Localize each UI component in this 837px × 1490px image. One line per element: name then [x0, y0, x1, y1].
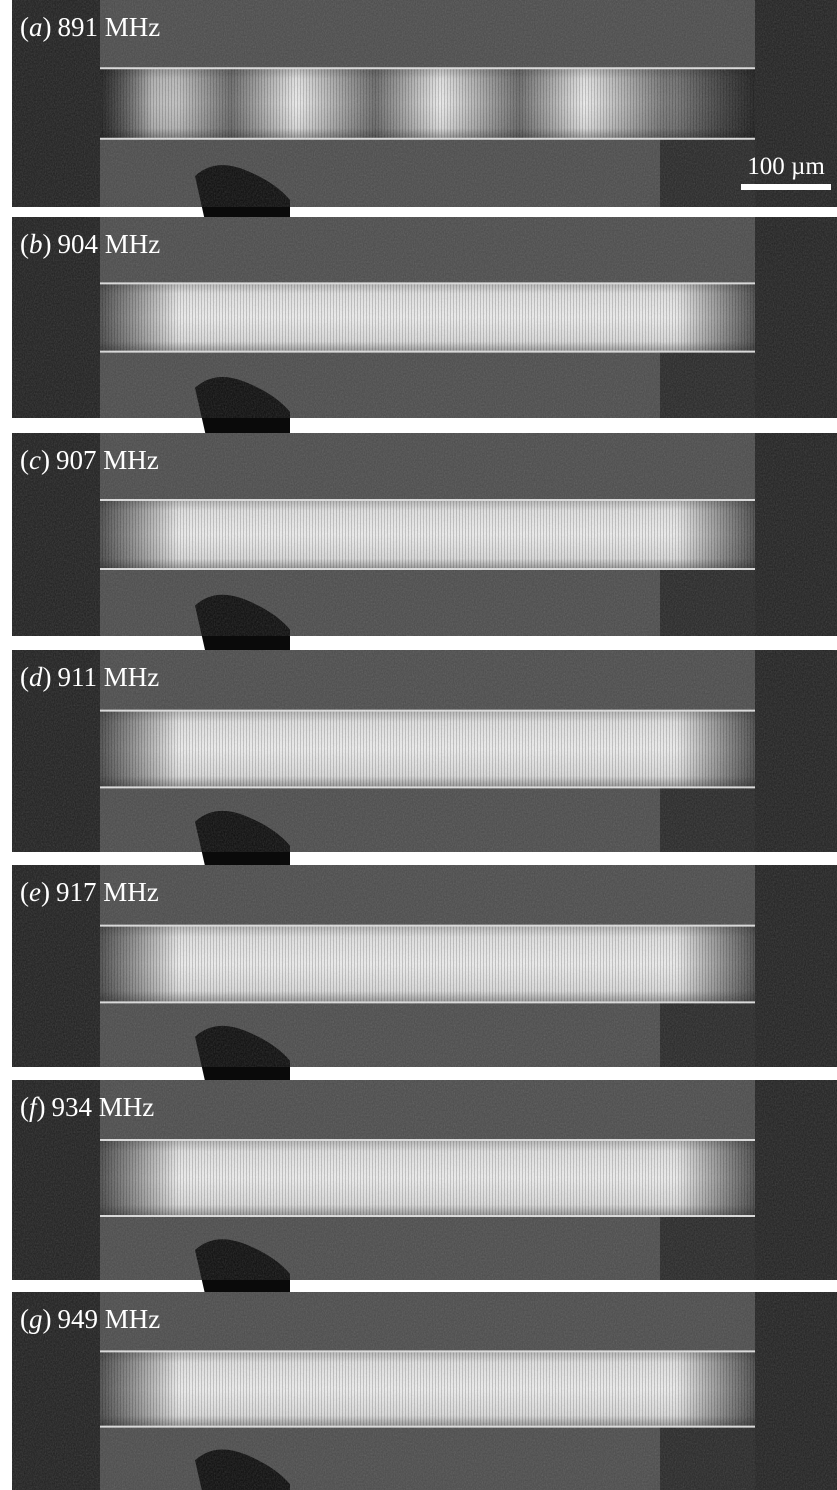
panel: (e)917 MHz: [12, 865, 837, 1103]
panel-frequency: 907 MHz: [56, 445, 159, 475]
panel-label-letter: d: [29, 662, 43, 692]
panel-label-letter: e: [29, 877, 41, 907]
panel-label-open: (: [20, 445, 29, 475]
panel-label-close: ): [41, 877, 50, 907]
panel-label-open: (: [20, 12, 29, 42]
panel-label: (b)904 MHz: [20, 229, 160, 259]
panel-label-open: (: [20, 229, 29, 259]
figure: (a)891 MHz(b)904 MHz(c)907 MHz(d)911 MHz…: [0, 0, 837, 1490]
panel-label-letter: g: [29, 1304, 43, 1334]
panel-frequency: 904 MHz: [58, 229, 161, 259]
panel-frequency: 934 MHz: [52, 1092, 155, 1122]
panel-frequency: 949 MHz: [58, 1304, 161, 1334]
panel-label-close: ): [43, 662, 52, 692]
panel-label-open: (: [20, 1092, 29, 1122]
panel-label: (e)917 MHz: [20, 877, 159, 907]
panel-label-close: ): [43, 1304, 52, 1334]
panel-label: (g)949 MHz: [20, 1304, 160, 1334]
panel: (f)934 MHz: [12, 1080, 837, 1316]
panel-label-close: ): [41, 445, 50, 475]
panel-label: (a)891 MHz: [20, 12, 160, 42]
panel-label-close: ): [43, 12, 52, 42]
panel-label-open: (: [20, 877, 29, 907]
scale-bar-label: 100 µm: [747, 153, 825, 180]
panel: (g)949 MHz: [12, 1292, 837, 1490]
panel-label: (f)934 MHz: [20, 1092, 154, 1122]
panel: (a)891 MHz: [12, 0, 837, 243]
panel-label: (c)907 MHz: [20, 445, 159, 475]
panel-label-close: ): [37, 1092, 46, 1122]
panel: (d)911 MHz: [12, 650, 837, 888]
panel: (c)907 MHz: [12, 433, 837, 672]
panel-frequency: 891 MHz: [58, 12, 161, 42]
panel-label-letter: b: [29, 229, 43, 259]
panel-frequency: 911 MHz: [58, 662, 160, 692]
panel-label-letter: a: [29, 12, 43, 42]
panel: (b)904 MHz: [12, 217, 837, 454]
panel-label: (d)911 MHz: [20, 662, 159, 692]
panel-label-open: (: [20, 1304, 29, 1334]
scale-bar: [741, 184, 831, 190]
panel-label-close: ): [43, 229, 52, 259]
panel-label-open: (: [20, 662, 29, 692]
panel-frequency: 917 MHz: [56, 877, 159, 907]
panel-label-letter: c: [29, 445, 41, 475]
